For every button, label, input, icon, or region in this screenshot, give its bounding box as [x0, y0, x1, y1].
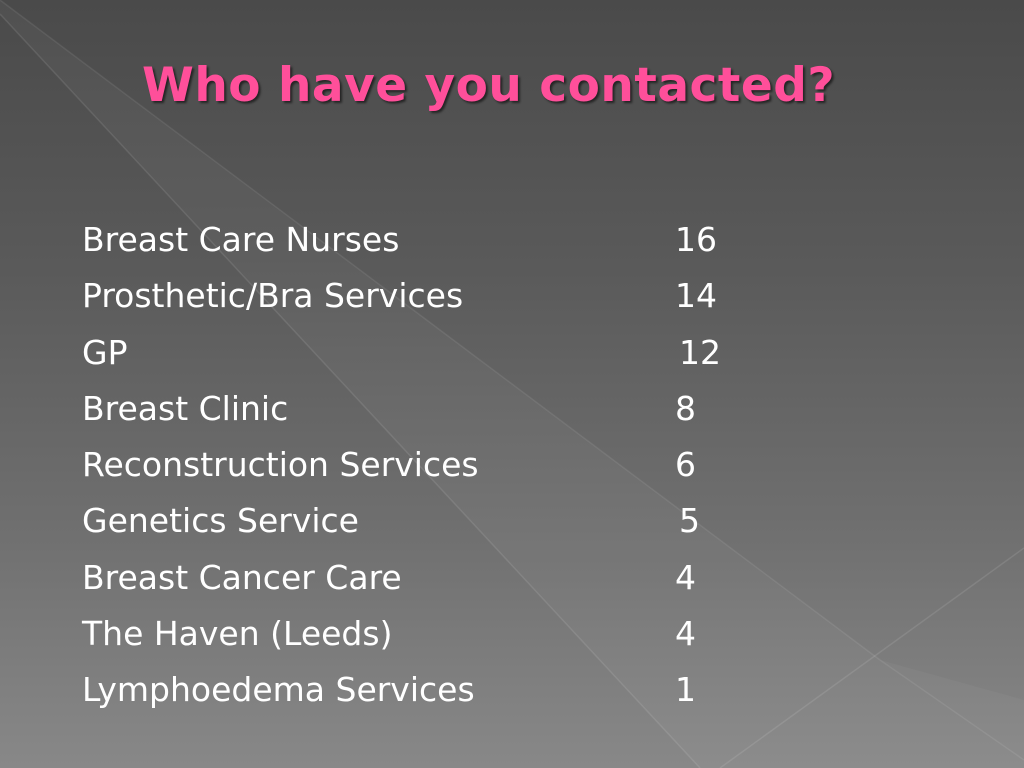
list-item: Genetics Service 5 — [82, 493, 782, 549]
contact-count: 6 — [675, 445, 696, 485]
list-item: GP 12 — [82, 325, 782, 381]
contact-label: The Haven (Leeds) — [82, 614, 393, 654]
contact-label: Breast Cancer Care — [82, 557, 402, 597]
list-item: Reconstruction Services 6 — [82, 437, 782, 493]
list-item: Breast Care Nurses 16 — [82, 212, 782, 268]
contact-label: Prosthetic/Bra Services — [82, 276, 464, 316]
contact-count: 16 — [675, 220, 717, 259]
contact-label: Breast Care Nurses — [82, 220, 400, 259]
contact-count: 1 — [675, 670, 696, 710]
list-item: Breast Cancer Care 4 — [82, 550, 782, 606]
contact-count: 5 — [679, 501, 700, 541]
list-item: Breast Clinic 8 — [82, 381, 782, 437]
contact-label: Reconstruction Services — [82, 445, 479, 485]
contact-count: 4 — [675, 557, 696, 597]
list-item: Lymphoedema Services 1 — [82, 662, 782, 718]
contact-label: Lymphoedema Services — [82, 670, 475, 710]
slide-title: Who have you contacted? — [142, 58, 836, 113]
list-item: The Haven (Leeds) 4 — [82, 606, 782, 662]
contact-label: Genetics Service — [82, 501, 359, 541]
contact-label: Breast Clinic — [82, 388, 289, 428]
contact-count: 14 — [675, 276, 717, 316]
list-item: Prosthetic/Bra Services 14 — [82, 268, 782, 324]
contact-count: 4 — [675, 614, 696, 654]
contact-count: 12 — [679, 332, 721, 372]
contact-list: Breast Care Nurses 16 Prosthetic/Bra Ser… — [82, 212, 782, 719]
contact-count: 8 — [675, 388, 696, 428]
contact-label: GP — [82, 332, 128, 372]
